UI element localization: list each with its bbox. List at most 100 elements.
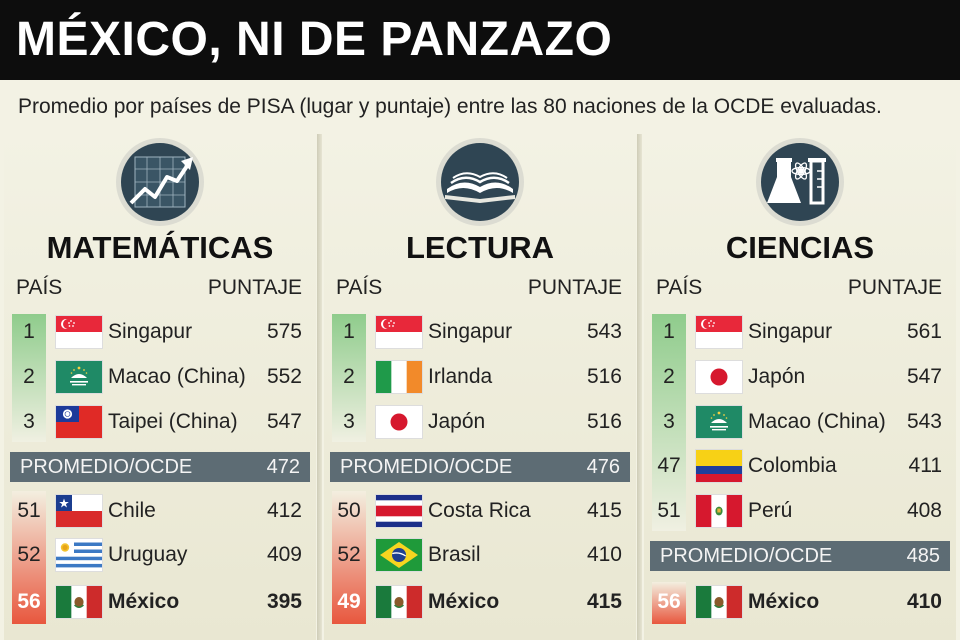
- country-name: Colombia: [748, 454, 837, 477]
- rank-number: 49: [337, 590, 361, 613]
- score-value: 410: [586, 543, 622, 566]
- top-rank-bar: [652, 314, 686, 531]
- flag-ireland-icon: [376, 361, 422, 393]
- list-item: 52 Uruguay 409: [0, 533, 320, 577]
- list-item: 2 Macao (China) 552: [0, 355, 320, 399]
- bottom-rank-bar: [12, 491, 46, 624]
- score-value: 516: [586, 365, 622, 388]
- score-value: 411: [908, 454, 942, 477]
- country-name: Brasil: [428, 543, 481, 566]
- column-divider: [317, 134, 322, 640]
- flag-mexico-icon: [696, 586, 742, 618]
- rank-number: 47: [657, 454, 681, 477]
- country-name: Japón: [748, 365, 806, 388]
- rank-number: 2: [23, 365, 35, 388]
- section-title: CIENCIAS: [725, 230, 875, 265]
- flag-singapore-icon: [56, 316, 102, 348]
- flag-singapore-icon: [376, 316, 422, 348]
- country-name: México: [748, 590, 820, 613]
- list-item: 3 Taipei (China) 547: [0, 400, 320, 444]
- header-score: PUNTAJE: [207, 276, 302, 299]
- score-value: 547: [906, 365, 942, 388]
- flag-taipei-icon: [56, 406, 102, 438]
- rank-number: 52: [337, 543, 361, 566]
- rank-number: 3: [663, 410, 675, 433]
- flag-mexico-icon: [56, 586, 102, 618]
- header-score: PUNTAJE: [527, 276, 622, 299]
- list-item: 50 Costa Rica 415: [320, 489, 640, 533]
- list-item: 1 Singapur 561: [640, 310, 960, 354]
- rank-number: 2: [343, 365, 355, 388]
- list-item: 51 Chile 412: [0, 489, 320, 533]
- country-name: Irlanda: [428, 365, 493, 388]
- rank-number: 56: [17, 590, 41, 613]
- score-value: 543: [906, 410, 942, 433]
- list-item: 1 Singapur 543: [320, 310, 640, 354]
- top-rank-bar: [12, 314, 46, 442]
- oecd-average-label: PROMEDIO/OCDE: [340, 456, 513, 478]
- score-value: 409: [266, 543, 302, 566]
- list-item: 52 Brasil 410: [320, 533, 640, 577]
- list-item: 2 Japón 547: [640, 355, 960, 399]
- country-name: Singapur: [748, 320, 833, 343]
- rank-number: 2: [663, 365, 675, 388]
- list-item: 3 Japón 516: [320, 400, 640, 444]
- top-rank-bar: [332, 314, 366, 442]
- flag-costarica-icon: [376, 495, 422, 527]
- flag-japan-icon: [376, 406, 422, 438]
- score-value: 415: [586, 590, 622, 613]
- country-name: Macao (China): [108, 365, 246, 388]
- flag-mexico-icon: [376, 586, 422, 618]
- rank-number: 3: [343, 410, 355, 433]
- flag-macao-icon: [56, 361, 102, 393]
- list-item: 1 Singapur 575: [0, 310, 320, 354]
- flag-japan-icon: [696, 361, 742, 393]
- score-value: 547: [266, 410, 302, 433]
- country-name: Uruguay: [108, 543, 188, 566]
- header-country: PAÍS: [16, 276, 63, 299]
- score-value: 408: [906, 499, 942, 522]
- list-item: 3 Macao (China) 543: [640, 400, 960, 444]
- lab-flask-icon: [755, 137, 845, 227]
- score-value: 561: [906, 320, 942, 343]
- score-value: 415: [586, 499, 622, 522]
- page-title: MÉXICO, NI DE PANZAZO: [16, 13, 613, 66]
- oecd-average-bar: PROMEDIO/OCDE 485: [650, 541, 950, 571]
- oecd-average-score: 476: [586, 456, 620, 478]
- oecd-average-bar: PROMEDIO/OCDE 476: [330, 452, 630, 482]
- list-item: 56 México 395: [0, 580, 320, 624]
- oecd-average-score: 472: [266, 456, 300, 478]
- oecd-average-label: PROMEDIO/OCDE: [20, 456, 193, 478]
- title-bar: MÉXICO, NI DE PANZAZO: [0, 0, 960, 80]
- score-value: 552: [266, 365, 302, 388]
- list-item: 51 Perú 408: [640, 489, 960, 533]
- bottom-rank-bar: [652, 582, 686, 624]
- flag-uruguay-icon: [56, 539, 102, 571]
- growth-chart-icon: [115, 137, 205, 227]
- country-name: México: [108, 590, 180, 613]
- rank-number: 1: [343, 320, 355, 343]
- country-name: Macao (China): [748, 410, 886, 433]
- open-book-icon: [435, 137, 525, 227]
- oecd-average-score: 485: [906, 545, 940, 567]
- rank-number: 3: [23, 410, 35, 433]
- oecd-average-label: PROMEDIO/OCDE: [660, 545, 833, 567]
- header-country: PAÍS: [336, 276, 383, 299]
- score-value: 516: [586, 410, 622, 433]
- list-item: 47 Colombia 411: [640, 444, 960, 488]
- section-title: MATEMÁTICAS: [46, 230, 274, 265]
- country-name: Singapur: [108, 320, 193, 343]
- rank-number: 1: [663, 320, 675, 343]
- bottom-rank-bar: [332, 491, 366, 624]
- rank-number: 50: [337, 499, 361, 522]
- list-item: 56 México 410: [640, 580, 960, 624]
- subtitle: Promedio por países de PISA (lugar y pun…: [18, 95, 882, 118]
- country-name: Costa Rica: [428, 499, 531, 522]
- flag-macao-icon: [696, 406, 742, 438]
- rank-number: 51: [17, 499, 41, 522]
- list-item: 2 Irlanda 516: [320, 355, 640, 399]
- flag-singapore-icon: [696, 316, 742, 348]
- score-value: 575: [266, 320, 302, 343]
- country-name: México: [428, 590, 500, 613]
- section-title: LECTURA: [405, 230, 555, 265]
